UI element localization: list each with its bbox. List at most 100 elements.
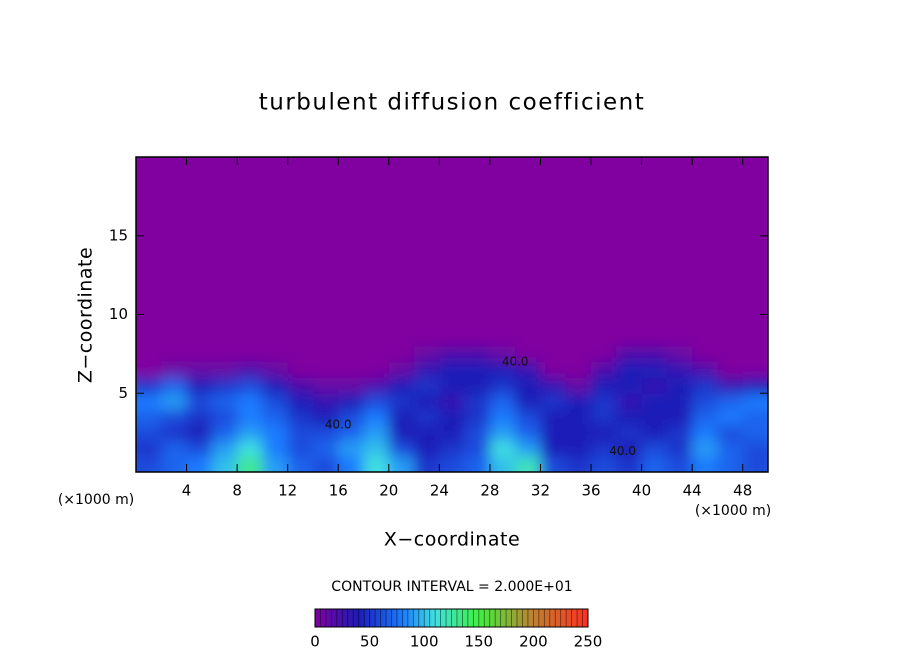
cell — [414, 409, 440, 426]
cell — [616, 157, 643, 347]
cell — [136, 393, 162, 410]
colorbar-tick-label: 100 — [410, 633, 439, 651]
cell — [439, 424, 466, 441]
cell — [439, 456, 466, 472]
cell — [312, 440, 339, 457]
cell — [641, 440, 668, 457]
cell — [312, 157, 339, 347]
cell — [388, 409, 415, 426]
cell — [262, 377, 289, 394]
cell — [464, 393, 491, 410]
cell — [616, 361, 643, 378]
cell — [439, 346, 466, 363]
cell — [262, 456, 289, 472]
cell — [692, 456, 718, 472]
cell — [388, 157, 415, 347]
cell — [338, 440, 365, 457]
cell — [565, 377, 592, 394]
cell — [591, 393, 617, 410]
cell — [136, 456, 162, 472]
cell — [641, 361, 668, 378]
cell — [515, 440, 541, 457]
cell — [186, 393, 213, 410]
cell — [692, 361, 718, 378]
cell — [136, 440, 162, 457]
cell — [287, 393, 314, 410]
cell — [363, 377, 390, 394]
cell — [338, 456, 365, 472]
cell — [237, 361, 263, 378]
cell — [515, 361, 541, 378]
x-tick-label: 12 — [278, 482, 297, 500]
colorbar-tick-label: 200 — [519, 633, 548, 651]
cell — [262, 361, 289, 378]
cell — [388, 346, 415, 363]
cell — [515, 409, 541, 426]
cell — [388, 377, 415, 394]
cell — [464, 409, 491, 426]
cell — [717, 456, 744, 472]
cell — [666, 393, 693, 410]
cell — [237, 424, 263, 441]
cell — [464, 377, 491, 394]
cell — [540, 424, 567, 441]
field — [136, 157, 768, 472]
cell — [742, 361, 768, 378]
cell — [464, 440, 491, 457]
cell — [262, 157, 289, 347]
cell — [439, 157, 466, 347]
cell — [136, 409, 162, 426]
cell — [565, 393, 592, 410]
cell — [591, 440, 617, 457]
cell — [211, 346, 238, 363]
cell — [692, 393, 718, 410]
cell — [742, 346, 768, 363]
cell — [363, 409, 390, 426]
cell — [161, 424, 188, 441]
cell — [666, 157, 693, 347]
cell — [338, 409, 365, 426]
cell — [211, 424, 238, 441]
cell — [287, 361, 314, 378]
cell — [312, 361, 339, 378]
cell — [338, 393, 365, 410]
cell — [414, 456, 440, 472]
cell — [161, 440, 188, 457]
cell — [641, 409, 668, 426]
cell — [742, 424, 768, 441]
cell — [565, 157, 592, 347]
cell — [211, 377, 238, 394]
cell — [641, 377, 668, 394]
cell — [565, 424, 592, 441]
cell — [312, 346, 339, 363]
cell — [591, 346, 617, 363]
x-tick-label: 40 — [632, 482, 651, 500]
cell — [237, 157, 263, 347]
cell — [464, 346, 491, 363]
cell — [211, 440, 238, 457]
cell — [540, 346, 567, 363]
contour-label: 40.0 — [609, 444, 636, 458]
cell — [692, 377, 718, 394]
cell — [666, 377, 693, 394]
cell — [211, 361, 238, 378]
cell — [616, 393, 643, 410]
cell — [363, 157, 390, 347]
cell — [692, 157, 718, 347]
cell — [616, 346, 643, 363]
cell — [211, 456, 238, 472]
cell — [237, 377, 263, 394]
cell — [186, 424, 213, 441]
colorbar-tick-label: 50 — [360, 633, 379, 651]
cell — [211, 393, 238, 410]
x-tick-label: 36 — [581, 482, 600, 500]
cell — [439, 377, 466, 394]
cell — [338, 157, 365, 347]
cell — [136, 377, 162, 394]
cell — [338, 424, 365, 441]
cell — [666, 361, 693, 378]
cell — [186, 456, 213, 472]
cell — [565, 456, 592, 472]
cell — [464, 456, 491, 472]
y-tick-label: 5 — [118, 384, 128, 402]
